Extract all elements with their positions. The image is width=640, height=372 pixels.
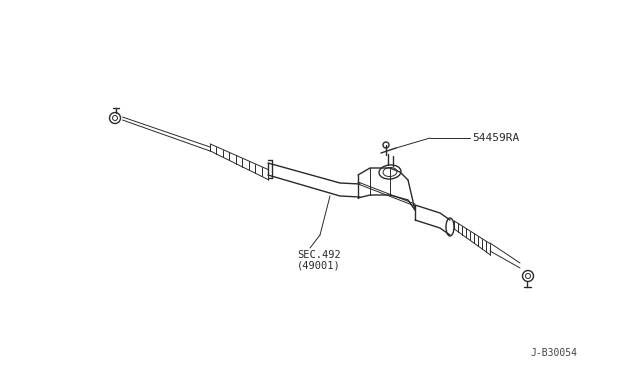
Text: (49001): (49001) — [297, 260, 340, 270]
Text: SEC.492: SEC.492 — [297, 250, 340, 260]
Text: J-B30054: J-B30054 — [530, 348, 577, 358]
Text: 54459RA: 54459RA — [472, 133, 519, 143]
